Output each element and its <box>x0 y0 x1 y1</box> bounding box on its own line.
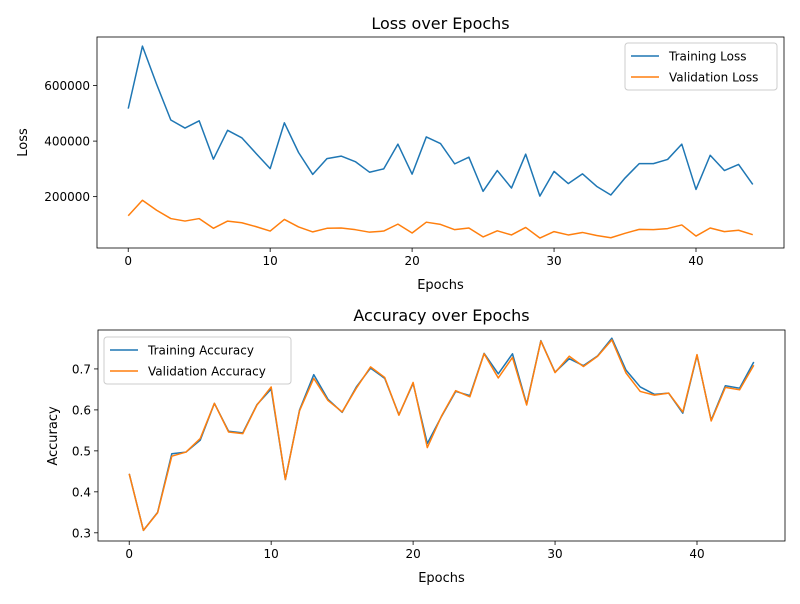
loss-x-tick-label: 40 <box>688 254 703 268</box>
accuracy-x-tick-label: 40 <box>689 547 704 561</box>
loss-series-line-training <box>127 45 754 197</box>
accuracy-y-tick-label: 0.3 <box>72 526 91 540</box>
loss-legend-box <box>624 42 778 91</box>
accuracy-legend-box <box>103 336 292 385</box>
loss-x-tick-label: 20 <box>404 254 419 268</box>
accuracy-y-tick-label: 0.5 <box>72 444 91 458</box>
accuracy-x-tick-label: 20 <box>405 547 420 561</box>
accuracy-chart: Accuracy over Epochs 0 10 20 30 400.30.40.50… <box>46 306 786 586</box>
accuracy-plot-area: 0 10 20 30 40 0.3 0.4 0.5 0.6 0.7 <box>72 329 786 561</box>
loss-y-tick-label: 400000 <box>44 135 90 149</box>
loss-legend-label-validation: Validation Loss <box>669 71 758 85</box>
accuracy-legend-label-validation: Validation Accuracy <box>148 365 266 379</box>
loss-x-tick-label: 30 <box>546 254 561 268</box>
accuracy-legend: Training Accuracy Validation Accuracy <box>103 336 292 385</box>
accuracy-y-axis-label: Accuracy <box>46 406 61 466</box>
accuracy-axes-frame <box>97 329 786 542</box>
accuracy-x-axis-label: Epochs <box>418 571 465 586</box>
loss-chart-title: Loss over Epochs <box>371 14 509 33</box>
loss-chart: Loss over Epochs 0 10 20 30 40 200000 400000 60… <box>16 14 785 293</box>
accuracy-y-tick-label: 0.6 <box>72 403 91 417</box>
loss-x-tick-label: 10 <box>263 254 278 268</box>
accuracy-x-tick-label: 10 <box>264 547 279 561</box>
accuracy-series-line-validation <box>128 339 755 532</box>
loss-y-tick-label: 200000 <box>44 190 90 204</box>
loss-legend-label-training: Training Loss <box>668 50 746 64</box>
accuracy-legend-label-training: Training Accuracy <box>147 344 254 358</box>
accuracy-x-tick-label: 30 <box>547 547 562 561</box>
accuracy-y-tick-label: 0.7 <box>72 362 91 376</box>
loss-plot-area: 0 10 20 30 40 200000 400000 600000 <box>44 36 785 268</box>
loss-legend: Training Loss Validation Loss <box>624 42 778 91</box>
accuracy-x-tick-label: 0 <box>125 547 133 561</box>
loss-series-line-validation <box>127 199 753 239</box>
accuracy-y-tick-label: 0.4 <box>72 485 91 499</box>
loss-x-tick-label: 0 <box>124 254 132 268</box>
loss-y-axis-label: Loss <box>16 128 31 157</box>
loss-y-tick-label: 600000 <box>44 79 90 93</box>
loss-x-axis-label: Epochs <box>417 278 464 293</box>
loss-axes-frame <box>96 36 785 249</box>
accuracy-chart-title: Accuracy over Epochs <box>353 306 529 325</box>
